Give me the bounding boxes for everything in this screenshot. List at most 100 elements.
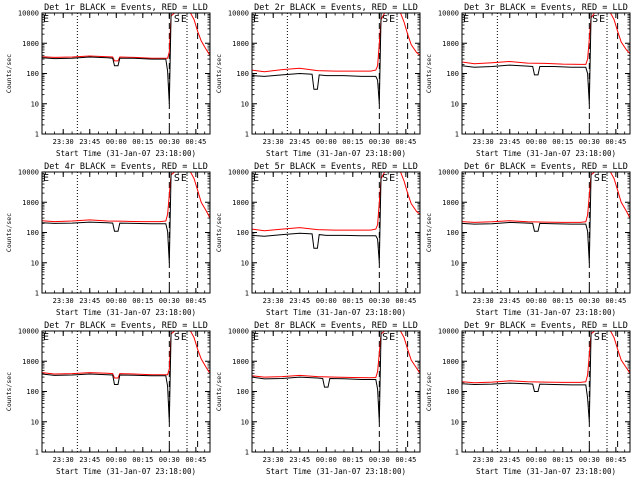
y-tick-label: 100	[26, 388, 39, 396]
x-tick-label: 23:30	[53, 456, 74, 464]
y-tick-label: 10000	[18, 10, 39, 18]
x-tick-label: 23:30	[473, 138, 494, 146]
time-marker-label: E	[463, 14, 469, 25]
y-tick-label: 10000	[18, 169, 39, 177]
detector-panel: Det 9r BLACK = Events, RED = LLD Counts/s…	[425, 321, 631, 476]
plot-frame	[41, 12, 211, 135]
events-series-line	[252, 172, 390, 263]
lld-series-line	[42, 13, 210, 62]
y-tick-label: 1	[245, 290, 249, 298]
panel-title: Det 1r BLACK = Events, RED = LLD	[44, 3, 208, 13]
time-marker-label: E	[43, 173, 49, 184]
x-tick-label: 00:00	[526, 456, 547, 464]
time-marker-label: E	[181, 332, 187, 343]
x-tick-label: 00:30	[369, 138, 390, 146]
x-tick-label: 00:45	[605, 297, 626, 305]
events-series-line	[42, 13, 180, 104]
events-series-line	[462, 331, 600, 422]
time-marker-label: S	[174, 332, 180, 343]
detector-panel: Det 3r BLACK = Events, RED = LLD Counts/s…	[425, 3, 631, 158]
x-axis-label: Start Time (31-Jan-07 23:18:00)	[56, 149, 196, 158]
events-series-line	[462, 13, 600, 104]
time-marker-label: S	[382, 332, 388, 343]
x-tick-label: 23:30	[473, 297, 494, 305]
y-tick-label: 10000	[438, 10, 459, 18]
time-marker-label: E	[181, 173, 187, 184]
x-tick-label: 00:00	[526, 138, 547, 146]
y-tick-label: 100	[236, 229, 249, 237]
panel-title: Det 7r BLACK = Events, RED = LLD	[44, 321, 208, 331]
plot-frame	[251, 171, 421, 294]
y-axis-label: Counts/sec	[215, 213, 223, 252]
plot-frame	[461, 171, 631, 294]
y-axis-label: Counts/sec	[425, 213, 433, 252]
y-tick-label: 10	[451, 100, 459, 108]
time-marker-label: E	[601, 173, 607, 184]
x-tick-label: 00:45	[605, 138, 626, 146]
x-tick-label: 23:45	[79, 456, 100, 464]
time-marker-label: S	[594, 173, 600, 184]
y-tick-label: 10000	[438, 169, 459, 177]
events-series-line	[462, 172, 600, 263]
y-axis-label: Counts/sec	[215, 54, 223, 93]
x-tick-label: 00:00	[526, 297, 547, 305]
lld-series-line	[462, 331, 630, 384]
time-marker-label: E	[599, 14, 605, 25]
plot-frame	[461, 12, 631, 135]
x-tick-label: 00:00	[316, 456, 337, 464]
x-axis-label: Start Time (31-Jan-07 23:18:00)	[266, 149, 406, 158]
time-marker-label: S	[594, 332, 600, 343]
x-tick-label: 00:00	[106, 297, 127, 305]
y-axis-label: Counts/sec	[5, 54, 13, 93]
y-tick-label: 1	[35, 131, 39, 139]
panel-title: Det 4r BLACK = Events, RED = LLD	[44, 162, 208, 172]
y-tick-label: 1000	[22, 358, 39, 366]
y-tick-label: 10000	[228, 328, 249, 336]
y-tick-label: 1	[35, 290, 39, 298]
y-tick-label: 1	[455, 290, 459, 298]
y-tick-label: 10	[31, 100, 39, 108]
x-tick-label: 23:45	[499, 456, 520, 464]
time-marker-label: E	[389, 332, 395, 343]
y-tick-label: 1	[455, 449, 459, 457]
x-tick-label: 00:00	[316, 138, 337, 146]
y-tick-label: 1000	[22, 40, 39, 48]
x-axis-label: Start Time (31-Jan-07 23:18:00)	[56, 467, 196, 476]
x-tick-label: 00:45	[395, 297, 416, 305]
events-series-line	[42, 172, 180, 263]
y-tick-label: 10000	[18, 328, 39, 336]
x-tick-label: 23:45	[289, 456, 310, 464]
detector-panel: Det 5r BLACK = Events, RED = LLD Counts/s…	[215, 162, 421, 317]
time-marker-label: S	[382, 14, 388, 25]
x-tick-label: 00:30	[579, 297, 600, 305]
y-tick-label: 1000	[442, 199, 459, 207]
x-tick-label: 00:45	[395, 456, 416, 464]
x-tick-label: 00:30	[159, 138, 180, 146]
detector-panel: Det 6r BLACK = Events, RED = LLD Counts/s…	[425, 162, 631, 317]
y-tick-label: 1000	[232, 199, 249, 207]
x-tick-label: 00:15	[132, 456, 153, 464]
x-tick-label: 00:30	[159, 297, 180, 305]
panel-title: Det 9r BLACK = Events, RED = LLD	[464, 321, 628, 331]
detector-panel: Det 8r BLACK = Events, RED = LLD Counts/s…	[215, 321, 421, 476]
x-axis-label: Start Time (31-Jan-07 23:18:00)	[476, 467, 616, 476]
y-tick-label: 100	[446, 388, 459, 396]
panel-title: Det 2r BLACK = Events, RED = LLD	[254, 3, 418, 13]
panel-title: Det 5r BLACK = Events, RED = LLD	[254, 162, 418, 172]
time-marker-label: E	[253, 332, 259, 343]
x-tick-label: 00:45	[185, 138, 206, 146]
y-tick-label: 10	[241, 259, 249, 267]
x-tick-label: 23:45	[79, 138, 100, 146]
plot-frame	[461, 330, 631, 453]
y-tick-label: 1000	[442, 40, 459, 48]
x-tick-label: 00:30	[579, 138, 600, 146]
x-tick-label: 00:15	[342, 297, 363, 305]
lld-series-line	[42, 172, 210, 223]
time-marker-label: S	[592, 14, 598, 25]
events-series-line	[42, 331, 180, 422]
y-axis-label: Counts/sec	[5, 372, 13, 411]
plot-frame	[251, 12, 421, 135]
y-tick-label: 1000	[232, 358, 249, 366]
y-tick-label: 100	[446, 70, 459, 78]
